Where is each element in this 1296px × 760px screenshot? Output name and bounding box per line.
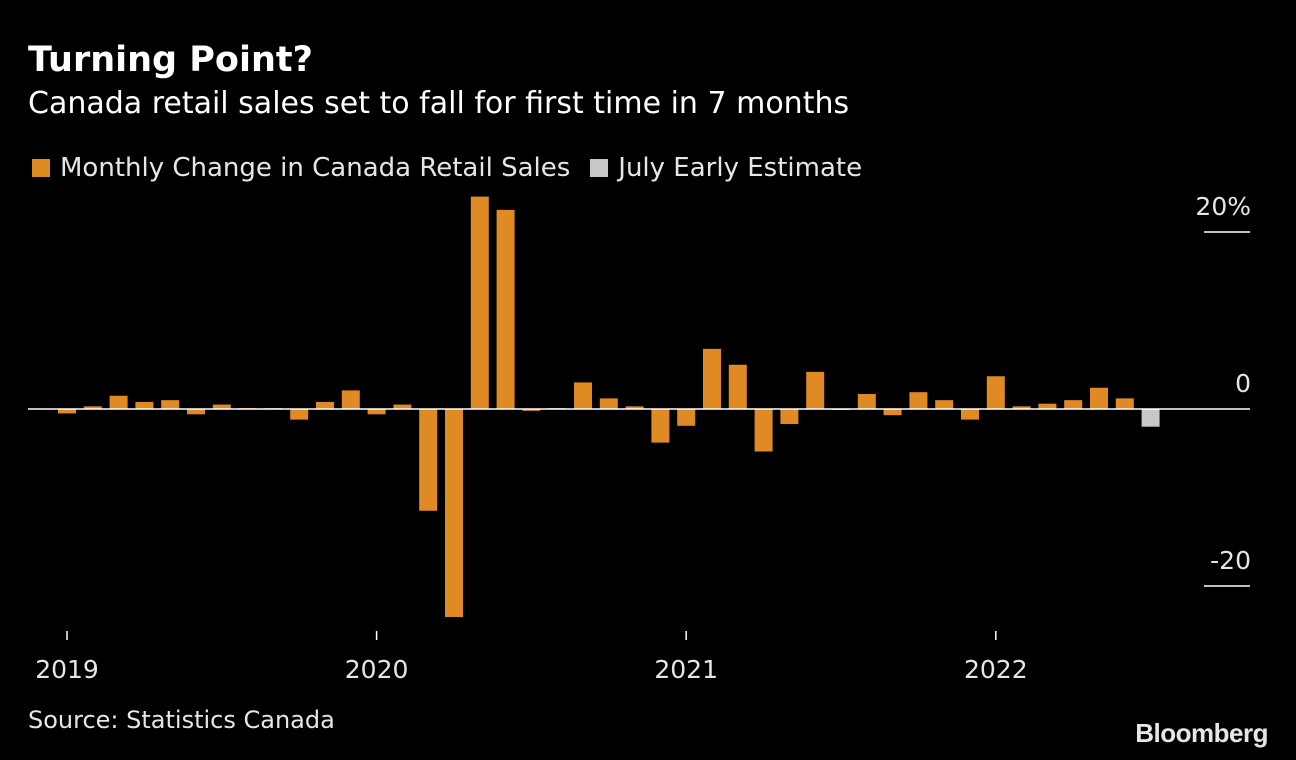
bar-monthly-change [290,409,309,420]
chart-title: Turning Point? [28,40,313,80]
bar-monthly-change [728,364,747,409]
legend-item-monthly-change: Monthly Change in Canada Retail Sales [32,153,570,183]
bar-monthly-change [109,395,128,409]
bar-monthly-change [470,196,489,409]
legend-label-monthly-change: Monthly Change in Canada Retail Sales [60,153,571,183]
bar-monthly-change [367,409,386,415]
y-tick-label: -20 [1210,546,1251,575]
legend-swatch-july-estimate [590,159,609,177]
x-tick-label: 2020 [345,655,409,684]
bar-monthly-change [857,393,876,409]
bar-monthly-change [445,409,463,617]
bar-monthly-change [986,376,1005,409]
y-tick-label: 0 [1235,369,1251,398]
bar-monthly-change [187,409,205,415]
x-tick-label: 2021 [654,655,718,684]
bar-monthly-change [83,406,102,409]
bar-monthly-change [522,409,541,411]
x-tick-label: 2022 [964,655,1028,684]
bar-monthly-change [780,409,799,425]
bar-monthly-change [754,409,773,452]
bar-monthly-change [212,404,231,409]
legend-swatch-monthly-change [32,159,50,177]
bloomberg-logo: Bloomberg [1135,718,1268,748]
bar-monthly-change [883,409,902,416]
bar-monthly-change [1012,406,1031,409]
legend-label-july-estimate: July Early Estimate [618,153,863,183]
bar-monthly-change [909,392,928,409]
legend-item-july-estimate: July Early Estimate [590,153,862,183]
bar-monthly-change [599,398,618,409]
bar-monthly-change [574,382,592,409]
bar-monthly-change [1064,400,1083,409]
bar-monthly-change [651,409,670,443]
bar-monthly-change [1090,387,1108,409]
bar-monthly-change [316,401,334,409]
bar-monthly-change [703,348,721,409]
chart-subtitle: Canada retail sales set to fall for firs… [28,86,850,121]
bar-monthly-change [161,400,180,409]
bar-monthly-change [625,406,644,409]
y-tick-label: 20% [1195,192,1251,221]
bar-monthly-change [419,409,438,511]
bar-monthly-change [1038,403,1057,409]
bar-monthly-change [393,404,412,409]
legend: Monthly Change in Canada Retail Sales Ju… [32,150,882,186]
bar-monthly-change [677,409,696,426]
bar-monthly-change [1115,398,1134,409]
bar-monthly-change [496,209,515,409]
bar-july-estimate [1141,409,1160,427]
bar-monthly-change [961,409,979,420]
source-note: Source: Statistics Canada [28,706,335,734]
bar-monthly-change [341,390,360,409]
bar-monthly-change [935,400,954,409]
bar-monthly-change [135,401,154,409]
x-tick-label: 2019 [35,655,99,684]
bar-monthly-change [806,371,825,409]
bar-monthly-change [58,409,76,414]
